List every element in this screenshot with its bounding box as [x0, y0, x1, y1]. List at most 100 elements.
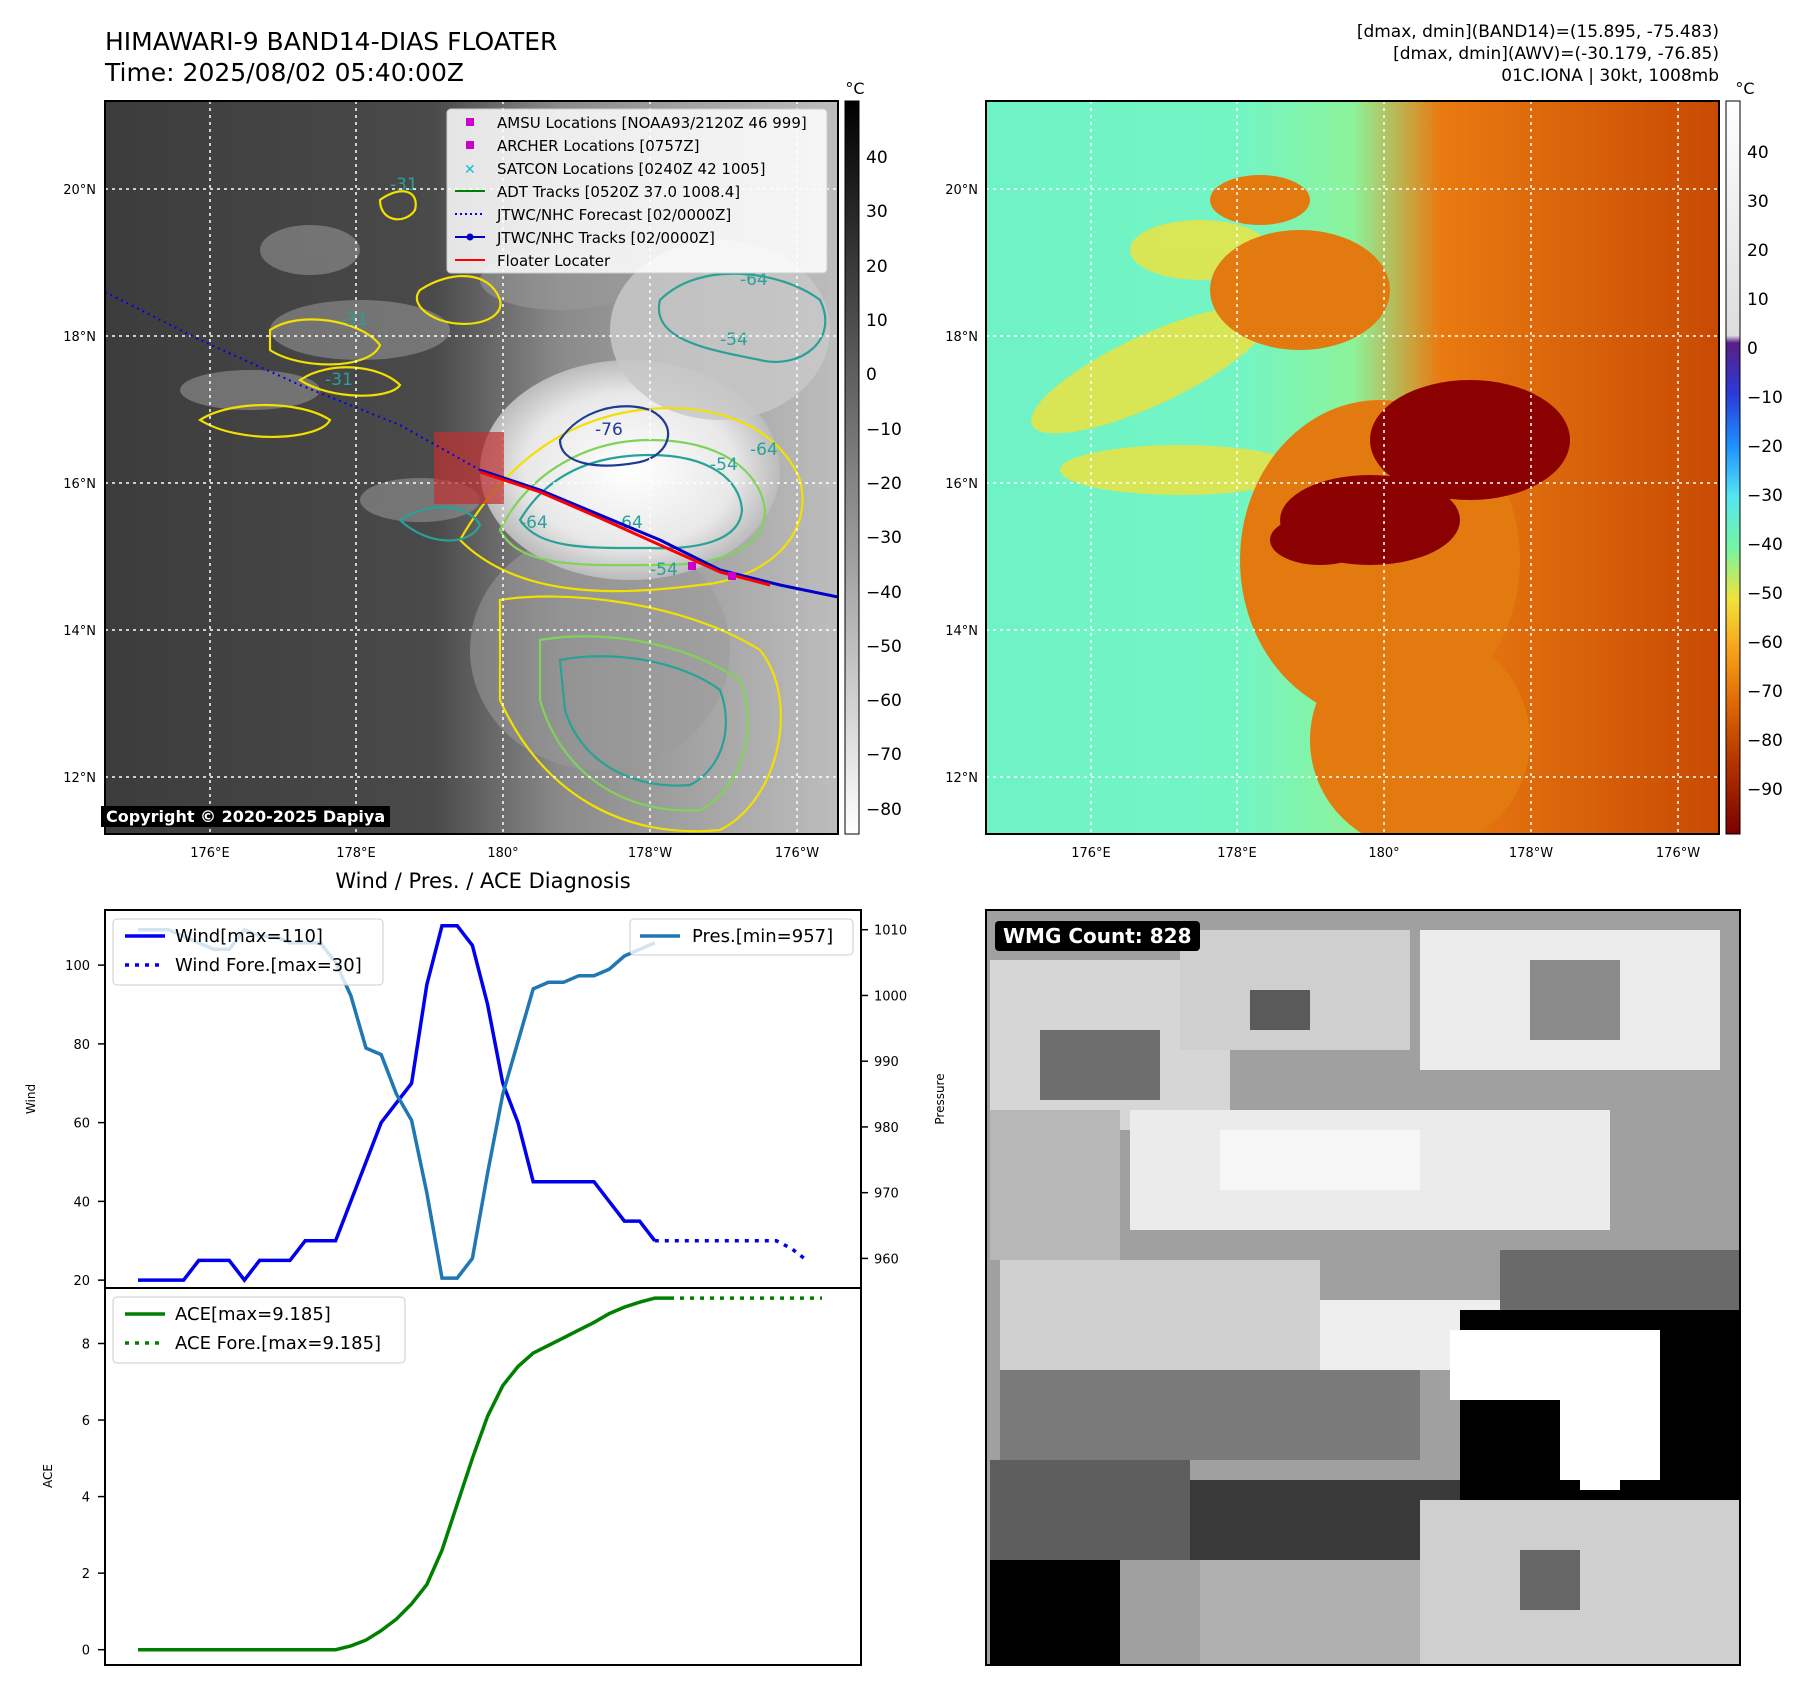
lat-tick: 12°N: [63, 771, 96, 786]
contour-label: -54: [720, 330, 748, 350]
ace-tick-label: 8: [82, 1337, 90, 1352]
lat-tick: 20°N: [63, 183, 96, 198]
cbar-tick: −80: [866, 800, 902, 820]
contour-label: -64: [740, 270, 768, 290]
ace-ylabel: ACE: [41, 1464, 55, 1488]
right-map-lon-labels: 176°E 178°E 180° 178°W 176°W: [1071, 846, 1700, 861]
cbar-tick: −30: [866, 528, 902, 548]
right-map: [986, 101, 1719, 834]
lon-tick: 180°: [1368, 846, 1399, 861]
contour-label: -31: [340, 310, 368, 330]
wind-tick-label: 100: [65, 959, 90, 974]
wind-tick-label: 20: [73, 1274, 90, 1289]
figure-time: Time: 2025/08/02 05:40:00Z: [105, 58, 464, 87]
floater-box: [434, 432, 504, 504]
gray-colorbar: °C 40 30 20 10 0 −10 −20 −30 −40 −50 −60…: [844, 79, 902, 835]
ace-series-line: [138, 1296, 670, 1652]
pressure-tick-label: 1000: [874, 989, 907, 1004]
legend-floater: Floater Locater: [497, 252, 611, 270]
cbar-tick: 30: [1747, 192, 1769, 212]
cbar-tick: 10: [866, 311, 888, 331]
forecast-track: [105, 291, 481, 471]
lat-tick: 20°N: [945, 183, 978, 198]
ace-tick-label: 0: [82, 1644, 90, 1659]
coldest-tops: [1270, 380, 1570, 565]
legend-ace: ACE[max=9.185]: [175, 1304, 331, 1325]
lat-tick: 16°N: [63, 477, 96, 492]
legend-wind: Wind[max=110]: [175, 926, 323, 947]
wmg-frame: [985, 909, 1741, 1666]
lon-tick: 176°E: [190, 846, 230, 861]
cbar-tick: −20: [1747, 437, 1783, 457]
cbar-tick: −70: [1747, 682, 1783, 702]
contours: [197, 190, 827, 833]
left-map-lat-labels: 20°N 18°N 16°N 14°N 12°N: [63, 183, 96, 786]
cbar-tick: −40: [1747, 535, 1783, 555]
wind-ylabel: Wind: [24, 1084, 38, 1114]
best-track: [479, 468, 838, 599]
cbar-tick: 40: [1747, 143, 1769, 163]
pressure-tick-label: 990: [874, 1055, 899, 1070]
lat-tick: 12°N: [945, 771, 978, 786]
cbar-tick: −50: [1747, 584, 1783, 604]
contour-label: -64: [750, 440, 778, 460]
pressure-ylabel: Pressure: [933, 1073, 947, 1124]
contour-label: -31: [390, 175, 418, 195]
diagnosis-title: Wind / Pres. / ACE Diagnosis: [335, 869, 630, 893]
lon-tick: 176°W: [1656, 846, 1700, 861]
color-colorbar: °C 40 30 20 10 0 −10 −20 −30 −40 −50 −60…: [1725, 79, 1783, 835]
cbar-tick: −30: [1747, 486, 1783, 506]
contour-label: -54: [710, 455, 738, 475]
cbar-tick: −90: [1747, 780, 1783, 800]
cbar-tick: −50: [866, 637, 902, 657]
cbar-tick: −60: [866, 691, 902, 711]
lat-tick: 18°N: [63, 330, 96, 345]
ace-tick-label: 6: [82, 1414, 90, 1429]
cbar-tick: −60: [1747, 633, 1783, 653]
svg-text:✕: ✕: [464, 162, 476, 178]
right-map-lat-labels: 20°N 18°N 16°N 14°N 12°N: [945, 183, 978, 786]
cbar-tick: 10: [1747, 290, 1769, 310]
contour-label: -64: [520, 513, 548, 533]
pressure-tick-label: 1010: [874, 924, 907, 939]
lon-tick: 180°: [487, 846, 518, 861]
figure-title: HIMAWARI-9 BAND14-DIAS FLOATER: [105, 27, 558, 56]
wind-legend: Wind[max=110] Wind Fore.[max=30]: [112, 918, 384, 986]
cbar-tick: −20: [866, 474, 902, 494]
contour-label: -54: [650, 560, 678, 580]
contour-label: -31: [325, 370, 353, 390]
legend-adt: ADT Tracks [0520Z 37.0 1008.4]: [497, 183, 740, 201]
stats-band14: [dmax, dmin](BAND14)=(15.895, -75.483): [1356, 22, 1719, 42]
pressure-tick-label: 970: [874, 1187, 899, 1202]
wind-tick-label: 80: [73, 1038, 90, 1053]
stats-awv: [dmax, dmin](AWV)=(-30.179, -76.85): [1393, 44, 1719, 64]
lon-tick: 176°W: [775, 846, 819, 861]
pressure-legend: Pres.[min=957]: [629, 918, 854, 956]
lat-tick: 16°N: [945, 477, 978, 492]
contour-labels: -31 -31 -31 -54 -54 -64 -76 -64 -64 -54 …: [325, 175, 778, 580]
ace-axis-ticks: 0 2 4 6 8: [82, 1337, 105, 1659]
lat-tick: 18°N: [945, 330, 978, 345]
right-map-frame: [985, 100, 1720, 835]
wmg-count-badge: WMG Count: 828: [995, 921, 1200, 951]
amsu-marker: [688, 562, 696, 570]
legend-ace-fore: ACE Fore.[max=9.185]: [175, 1333, 381, 1354]
cbar-tick: −10: [1747, 388, 1783, 408]
ace-tick-label: 2: [82, 1567, 90, 1582]
cbar-tick: −80: [1747, 731, 1783, 751]
wind-axis-ticks: 20 40 60 80 100: [65, 959, 105, 1289]
legend-archer: ARCHER Locations [0757Z]: [497, 137, 700, 155]
colorbar-unit: °C: [1735, 79, 1754, 98]
wmg-blocks: [990, 930, 1740, 1665]
storm-info: 01C.IONA | 30kt, 1008mb: [1501, 66, 1719, 86]
legend-wind-fore: Wind Fore.[max=30]: [175, 955, 362, 976]
lat-tick: 14°N: [63, 624, 96, 639]
cbar-tick: 0: [1747, 339, 1758, 359]
contour-label: -76: [595, 420, 623, 440]
wind-pressure-panel: 20 40 60 80 100 960 970 980 990 1000 1010 Wind Pr…: [24, 909, 947, 1289]
cbar-tick: −10: [866, 420, 902, 440]
wmg-panel: [986, 910, 1740, 1665]
lat-tick: 14°N: [945, 624, 978, 639]
lon-tick: 178°W: [1509, 846, 1553, 861]
pressure-tick-label: 960: [874, 1252, 899, 1267]
